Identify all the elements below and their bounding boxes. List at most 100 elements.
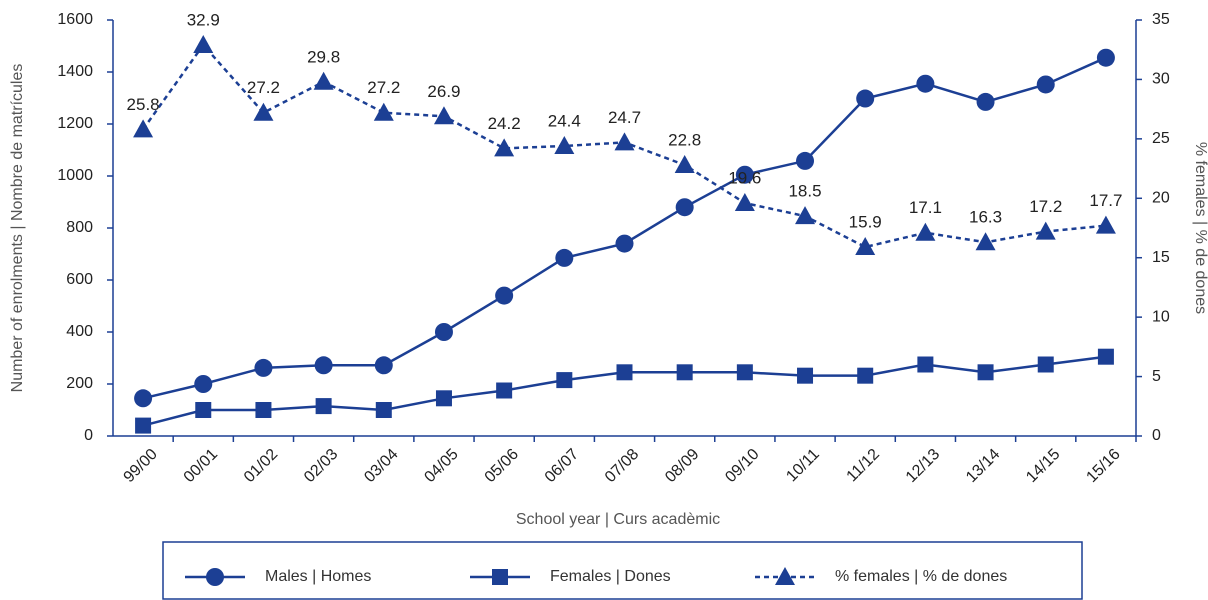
point bbox=[796, 151, 815, 170]
point bbox=[734, 193, 755, 212]
point bbox=[434, 323, 453, 341]
x-tick-label: 13/14 bbox=[963, 446, 1003, 486]
data-label: 25.8 bbox=[127, 95, 160, 114]
point bbox=[555, 248, 574, 267]
point bbox=[193, 34, 214, 53]
y-tick-label: 200 bbox=[66, 375, 93, 392]
point bbox=[735, 165, 754, 184]
point bbox=[133, 119, 154, 138]
y-tick-label: 1600 bbox=[57, 11, 93, 28]
x-tick-label: 02/03 bbox=[301, 446, 341, 486]
point bbox=[916, 74, 935, 93]
x-tick-label: 07/08 bbox=[602, 446, 642, 486]
x-tick-label: 04/05 bbox=[421, 446, 461, 486]
y2-tick-label: 35 bbox=[1152, 11, 1170, 28]
point bbox=[374, 356, 393, 375]
point bbox=[616, 364, 633, 381]
point bbox=[314, 356, 333, 375]
point bbox=[1096, 48, 1115, 67]
point bbox=[375, 402, 392, 418]
point bbox=[315, 398, 332, 415]
point bbox=[195, 402, 212, 418]
data-label: 19.6 bbox=[728, 169, 761, 188]
point bbox=[1036, 75, 1055, 94]
point bbox=[674, 155, 695, 174]
data-label: 27.2 bbox=[367, 78, 400, 97]
point bbox=[494, 138, 515, 157]
point bbox=[736, 364, 753, 381]
x-tick-label: 01/02 bbox=[241, 446, 281, 486]
point bbox=[554, 135, 575, 154]
point bbox=[134, 389, 153, 408]
data-label: 27.2 bbox=[247, 78, 280, 97]
data-label: 22.8 bbox=[668, 130, 701, 149]
y-tick-label: 400 bbox=[66, 323, 93, 340]
data-label: 15.9 bbox=[849, 213, 882, 232]
point bbox=[1097, 348, 1114, 365]
y2-tick-label: 25 bbox=[1152, 130, 1170, 147]
point bbox=[194, 375, 213, 393]
point bbox=[795, 206, 816, 225]
legend-label: Females | Dones bbox=[550, 568, 671, 585]
point bbox=[976, 92, 995, 111]
y2-axis-title: % females | % de dones bbox=[1192, 142, 1208, 314]
point bbox=[1095, 215, 1116, 234]
data-label: 24.4 bbox=[548, 111, 581, 130]
point bbox=[855, 237, 876, 256]
point bbox=[135, 417, 152, 434]
legend-marker bbox=[775, 567, 795, 585]
point bbox=[856, 89, 875, 108]
x-tick-label: 03/04 bbox=[361, 446, 401, 486]
point bbox=[433, 106, 454, 125]
data-label: 16.3 bbox=[969, 208, 1002, 227]
data-label: 17.1 bbox=[909, 198, 942, 217]
y-tick-label: 800 bbox=[66, 219, 93, 236]
point bbox=[614, 132, 635, 151]
point bbox=[975, 232, 996, 251]
y-axis-title: Number of enrolments | Nombre de matrícu… bbox=[9, 64, 26, 393]
data-label: 26.9 bbox=[427, 82, 460, 101]
y2-tick-label: 5 bbox=[1152, 368, 1161, 385]
y2-tick-label: 0 bbox=[1152, 427, 1161, 444]
x-tick-label: 09/10 bbox=[722, 446, 762, 486]
point bbox=[675, 198, 694, 217]
point bbox=[977, 364, 994, 381]
x-tick-label: 00/01 bbox=[181, 446, 221, 486]
point bbox=[676, 364, 693, 381]
point bbox=[857, 367, 874, 384]
point bbox=[1035, 221, 1056, 240]
point bbox=[254, 358, 273, 377]
legend-label: % females | % de dones bbox=[835, 568, 1007, 585]
legend-marker bbox=[206, 568, 224, 586]
y-tick-label: 0 bbox=[84, 427, 93, 444]
x-tick-label: 12/13 bbox=[903, 446, 943, 486]
legend-box bbox=[162, 541, 1083, 600]
point bbox=[1037, 356, 1054, 373]
point bbox=[496, 382, 513, 399]
y2-tick-label: 20 bbox=[1152, 190, 1170, 207]
y2-tick-label: 30 bbox=[1152, 71, 1170, 88]
x-tick-label: 11/12 bbox=[844, 446, 884, 486]
data-label: 18.5 bbox=[788, 182, 821, 201]
point bbox=[615, 234, 634, 253]
point bbox=[253, 102, 274, 121]
legend-marker bbox=[492, 569, 508, 585]
y-tick-label: 1000 bbox=[57, 167, 93, 184]
legend-label: Males | Homes bbox=[265, 568, 371, 585]
data-label: 24.7 bbox=[608, 108, 641, 127]
y2-tick-label: 10 bbox=[1152, 308, 1170, 325]
x-tick-label: 08/09 bbox=[662, 446, 702, 486]
y2-tick-label: 15 bbox=[1152, 249, 1170, 266]
point bbox=[373, 102, 394, 121]
point bbox=[255, 402, 272, 418]
point bbox=[917, 356, 934, 373]
point bbox=[556, 372, 573, 389]
x-tick-label: 10/11 bbox=[783, 446, 823, 486]
x-tick-label: 15/16 bbox=[1083, 446, 1123, 486]
x-tick-label: 99/00 bbox=[121, 446, 161, 486]
data-label: 17.7 bbox=[1089, 191, 1122, 210]
y-tick-label: 600 bbox=[66, 271, 93, 288]
y-tick-label: 1400 bbox=[57, 63, 93, 80]
data-label: 24.2 bbox=[488, 114, 521, 133]
